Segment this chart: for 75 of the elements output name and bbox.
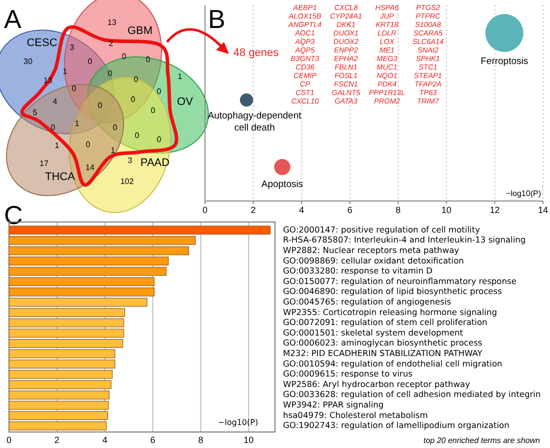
text: 1: [74, 119, 80, 128]
x-tick-label: 10: [244, 435, 254, 445]
y-tick-label: GO:2000147: positive regulation of cell motility: [283, 224, 480, 234]
text: 0: [134, 75, 139, 84]
y-tick-label: GO:0010594: regulation of endothelial cell migration: [283, 358, 502, 368]
x-tick-label: 6: [150, 435, 156, 445]
y-tick-label: GO:0150077: regulation of neuroinflammatory response: [283, 276, 516, 286]
text: 0: [130, 95, 136, 104]
x-tick-label: 6: [347, 205, 352, 215]
x-tick-label: 14: [538, 205, 548, 215]
text: 5: [32, 108, 38, 118]
x-tick-label: 12: [490, 205, 500, 215]
y-tick-label: GO:0045765: regulation of angiogenesis: [283, 296, 452, 307]
text: 0: [156, 87, 162, 96]
annotation: 48 genes: [233, 47, 280, 59]
x-tick-label: 0: [202, 205, 208, 215]
text: top 20 enriched terms are shown: [423, 436, 541, 445]
series-label: Apoptosis: [261, 179, 304, 190]
y-tick-label: WP2586: Aryl hydrocarbon receptor pathway: [283, 378, 470, 389]
y-tick-label: GO:0046890: regulation of lipid biosynthetic process: [283, 286, 502, 296]
y-tick-label: GO:0006023: aminoglycan biosynthetic process: [283, 338, 482, 348]
category-label: PAAD: [140, 157, 170, 169]
category-label: GBM: [127, 25, 153, 37]
text: 0: [98, 101, 103, 110]
text: 13: [108, 18, 117, 28]
y-tick-label: WP2882: Nuclear receptors meta pathway: [283, 244, 460, 255]
text: 0: [146, 55, 151, 64]
text: 0: [134, 131, 140, 140]
x-tick-label: 0: [6, 435, 12, 445]
x-tick-label: 4: [299, 205, 304, 215]
series-label: Ferroptosis: [480, 56, 528, 67]
x-axis-title: −log10(P): [218, 418, 258, 427]
x-tick-label: 8: [396, 205, 401, 215]
y-tick-label: WP2355: Corticotropin releasing hormone signaling: [283, 306, 498, 317]
y-tick-label: GO:0098869: cellular oxidant detoxification: [283, 255, 464, 266]
text: 0: [156, 135, 162, 144]
y-tick-label: GO:0033280: response to vitamin D: [283, 266, 433, 276]
text: 14: [86, 163, 95, 172]
y-tick-label: WP3942: PPAR signaling: [283, 400, 384, 410]
category-label: CESC: [26, 37, 58, 49]
x-tick-label: 4: [102, 435, 108, 445]
text: A: [4, 4, 22, 34]
y-tick-label: R-HSA-6785807: Interleukin-4 and Interleukin-13 signaling: [283, 234, 526, 245]
text: 0: [88, 57, 93, 66]
text: 1: [178, 72, 183, 82]
text: 0: [108, 69, 113, 78]
x-axis-title: −log10(P): [506, 189, 542, 198]
text: 4: [52, 97, 58, 106]
chart-title: B: [208, 4, 226, 34]
text: 0: [50, 123, 56, 132]
y-tick-label: hsa04979: Cholesterol metabolism: [283, 410, 428, 420]
y-tick-label: GO:0009615: response to virus: [283, 368, 412, 379]
text: 1: [54, 141, 60, 150]
text: 1: [110, 146, 116, 156]
text: 30: [24, 57, 33, 66]
category-label: OV: [177, 96, 194, 108]
category-label: THCA: [45, 171, 76, 183]
x-tick-label: 8: [198, 435, 204, 445]
text: 0: [112, 123, 118, 132]
text: 0: [72, 84, 77, 94]
x-tick-label: 10: [441, 205, 452, 215]
text: 0: [86, 140, 91, 150]
y-tick-label: M232: PID ECADHERIN STABILIZATION PATHWAY: [283, 348, 484, 358]
text: 3: [70, 43, 75, 52]
x-tick-label: 2: [250, 205, 256, 215]
text: 0: [150, 106, 156, 116]
y-tick-label: GO:1902743: regulation of lamellipodium organization: [283, 420, 510, 430]
y-tick-label: GO:0033628: regulation of cell adhesion mediated by integrin: [283, 389, 541, 400]
y-tick-label: GO:0001501: skeletal system development: [283, 327, 464, 338]
text: 102: [120, 177, 134, 186]
text: 17: [40, 159, 49, 168]
text: 1: [62, 67, 68, 76]
x-tick-label: 2: [54, 435, 60, 445]
text: 3: [128, 156, 133, 166]
y-tick-label: GO:0072091: regulation of stem cell proliferation: [283, 317, 488, 328]
